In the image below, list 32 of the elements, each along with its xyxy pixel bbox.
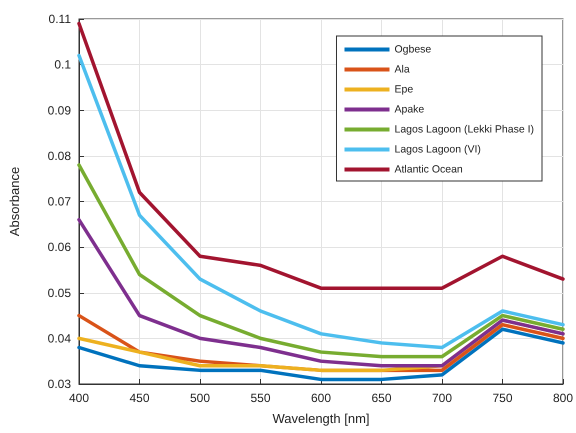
y-tick-label: 0.07	[48, 194, 72, 208]
y-axis-title: Absorbance	[7, 166, 22, 236]
x-tick-label: 550	[250, 391, 271, 405]
x-tick-label: 750	[492, 391, 513, 405]
y-tick-label: 0.08	[48, 148, 72, 163]
legend-label: Ogbese	[394, 44, 432, 56]
legend-label: Atlantic Ocean	[394, 164, 463, 176]
x-tick-label: 800	[552, 391, 574, 405]
line-series	[77, 22, 565, 290]
x-tick-label: 650	[371, 391, 392, 405]
legend-label: Lagos Lagoon (VI)	[394, 144, 481, 156]
x-tick-label: 600	[310, 391, 332, 405]
y-tick-label: 0.04	[48, 331, 72, 346]
y-tick-label: 0.1	[54, 58, 72, 72]
x-tick-label: 450	[129, 391, 150, 405]
line-series	[77, 163, 565, 358]
x-tick-label: 500	[190, 391, 210, 405]
legend-label: Epe	[394, 84, 414, 96]
x-tick-label: 700	[432, 391, 452, 405]
legend-label: Lagos Lagoon (Lekki Phase I)	[394, 124, 534, 136]
y-tick-label: 0.03	[48, 377, 72, 391]
line-series	[77, 218, 565, 368]
y-tick-label: 0.06	[48, 240, 72, 254]
y-tick-label: 0.09	[48, 103, 72, 118]
y-tick-label: 0.11	[48, 12, 72, 26]
line-series	[77, 54, 565, 350]
legend-label: Ala	[394, 64, 410, 76]
y-tick-label: 0.05	[48, 286, 72, 300]
x-tick-label: 400	[68, 391, 90, 405]
legend-label: Apake	[394, 104, 424, 116]
line-series	[77, 328, 565, 382]
x-axis-title: Wavelength [nm]	[272, 411, 370, 426]
